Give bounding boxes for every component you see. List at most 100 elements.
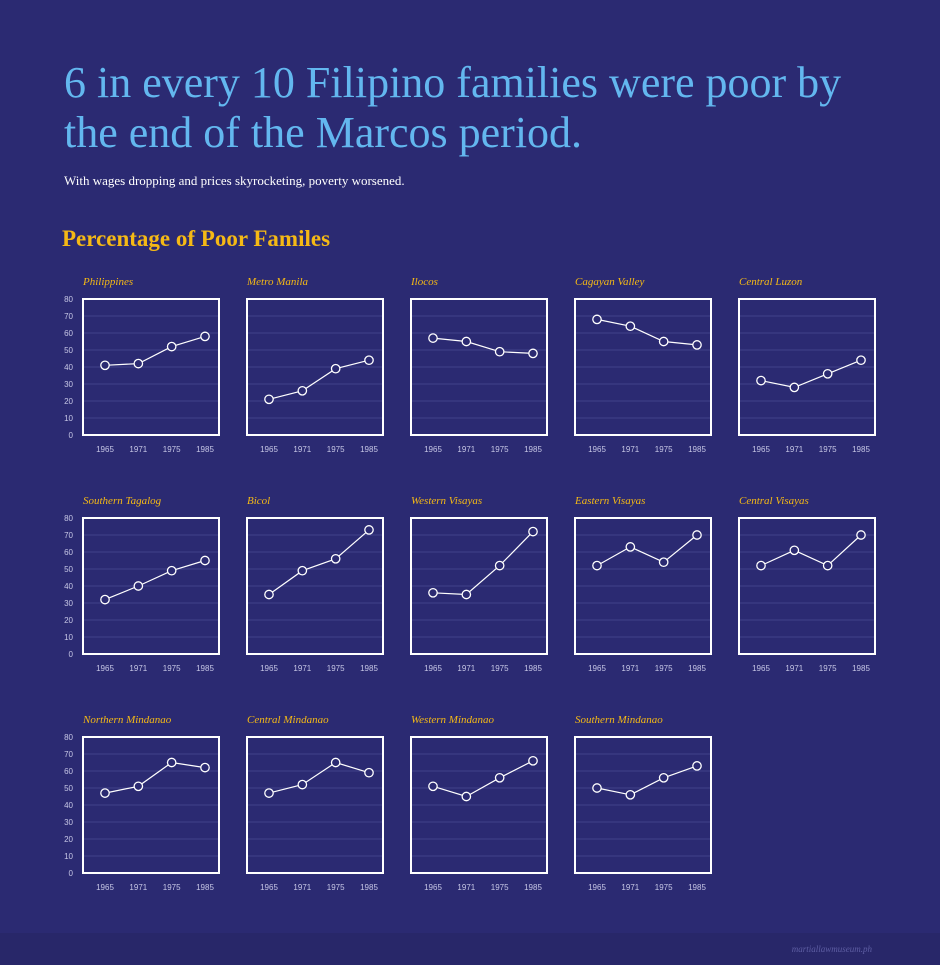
x-tick-label: 1985 [360,664,378,673]
y-tick-label: 20 [64,397,73,406]
data-point-eastern-visayas [625,542,636,552]
x-tick-label: 1975 [655,883,673,892]
data-point-ilocos [528,348,538,359]
x-tick-label: 1975 [163,883,181,892]
series-line-central-luzon [760,359,862,389]
panel-frame-eastern-visayas [574,517,712,655]
y-tick-label: 60 [64,767,73,776]
panel-title-southern-tagalog: Southern Tagalog [83,495,162,507]
y-tick-label: 0 [69,650,74,659]
x-tick-label: 1985 [524,445,542,454]
panel-frame-philippines [82,298,220,436]
panel-frame-southern-tagalog [82,517,220,655]
data-point-eastern-visayas [592,560,602,571]
y-tick-label: 50 [64,784,73,793]
data-point-metro-manila [264,394,274,405]
data-point-ilocos [428,333,438,343]
series-line-philippines [104,335,206,366]
x-tick-label: 1975 [163,445,181,454]
x-tick-label: 1975 [491,445,509,454]
series-line-northern-mindanao [104,761,206,794]
series-line-central-visayas [760,534,862,567]
data-point-eastern-visayas [692,530,702,540]
x-tick-label: 1971 [457,883,475,892]
y-tick-label: 40 [64,582,73,591]
y-tick-label: 0 [69,431,74,440]
headline: 6 in every 10 Filipino families were poo… [64,58,842,157]
data-point-metro-manila [330,363,341,374]
x-tick-label: 1975 [819,445,837,454]
x-tick-label: 1965 [96,883,114,892]
panel-title-metro-manila: Metro Manila [246,276,308,288]
y-tick-label: 70 [64,312,73,321]
x-tick-label: 1965 [260,883,278,892]
panel-title-central-luzon: Central Luzon [739,276,803,288]
data-point-central-mindanao [330,757,341,768]
series-line-western-visayas [432,531,534,596]
x-tick-label: 1985 [688,883,706,892]
x-tick-label: 1985 [852,445,870,454]
source-credit: martiallawmuseum.ph [791,944,872,954]
data-point-southern-tagalog [200,555,210,566]
panel-title-central-mindanao: Central Mindanao [247,714,329,726]
series-line-central-mindanao [268,761,370,794]
x-tick-label: 1965 [752,664,770,673]
series-line-cagayan-valley [596,318,698,346]
data-point-philippines [133,358,144,369]
data-point-bicol [330,553,341,564]
data-point-metro-manila [297,385,308,396]
y-tick-label: 10 [64,633,73,642]
data-point-western-visayas [428,587,438,598]
x-tick-label: 1975 [327,883,345,892]
panel-frame-western-visayas [410,517,548,655]
x-tick-label: 1971 [621,664,639,673]
panel-frame-metro-manila [246,298,384,436]
x-tick-label: 1985 [360,883,378,892]
data-point-western-visayas [494,560,505,571]
y-tick-label: 70 [64,750,73,759]
x-tick-label: 1975 [655,445,673,454]
section-title: Percentage of Poor Familes [62,226,331,251]
panel-frame-western-mindanao [410,736,548,874]
data-point-philippines [100,360,110,371]
x-tick-label: 1985 [688,664,706,673]
data-point-philippines [200,331,210,342]
data-point-southern-mindanao [625,789,636,800]
x-tick-label: 1985 [196,883,214,892]
panel-frame-central-mindanao [246,736,384,874]
x-tick-label: 1971 [785,664,803,673]
x-tick-label: 1971 [457,664,475,673]
data-point-northern-mindanao [200,762,210,773]
series-line-eastern-visayas [596,534,698,567]
x-tick-label: 1971 [293,883,311,892]
x-tick-label: 1971 [129,883,147,892]
panel-title-southern-mindanao: Southern Mindanao [575,714,663,726]
data-point-cagayan-valley [625,321,636,332]
x-tick-label: 1985 [196,664,214,673]
y-tick-label: 50 [64,346,73,355]
data-point-western-mindanao [528,755,538,766]
data-point-cagayan-valley [592,314,602,325]
data-point-southern-mindanao [692,761,702,771]
data-point-southern-tagalog [100,594,110,605]
data-point-central-visayas [856,530,866,540]
x-tick-label: 1965 [424,445,442,454]
x-tick-label: 1965 [96,445,114,454]
panel-title-cagayan-valley: Cagayan Valley [575,276,644,288]
x-tick-label: 1975 [327,445,345,454]
x-tick-label: 1985 [852,664,870,673]
data-point-central-visayas [822,560,833,571]
y-tick-label: 30 [64,818,73,827]
data-point-central-luzon [756,375,766,386]
data-point-ilocos [461,336,472,347]
data-point-bicol [264,589,274,600]
data-point-southern-tagalog [166,565,177,576]
series-line-southern-tagalog [104,559,206,601]
panel-title-western-mindanao: Western Mindanao [411,714,495,726]
data-point-northern-mindanao [100,788,110,798]
panel-frame-central-visayas [738,517,876,655]
panel-title-central-visayas: Central Visayas [739,495,809,507]
x-tick-label: 1975 [655,664,673,673]
x-tick-label: 1975 [163,664,181,673]
x-tick-label: 1985 [196,445,214,454]
